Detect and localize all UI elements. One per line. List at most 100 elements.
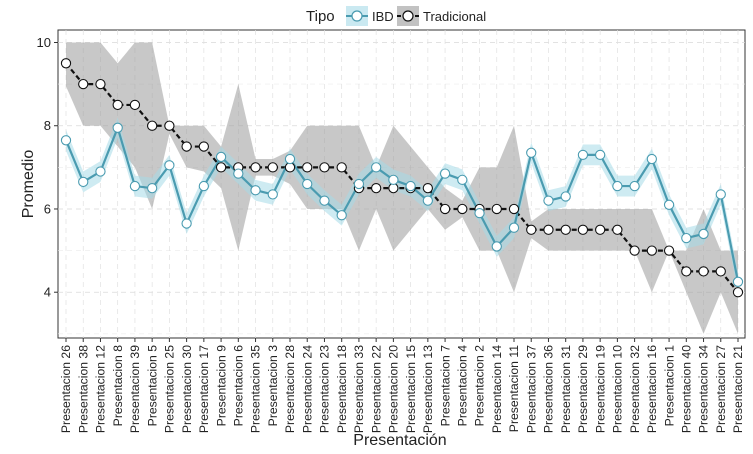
point-ibd-18 — [371, 162, 382, 173]
point-tradicional-22 — [439, 203, 451, 215]
x-tick-label-34: Presentacion 16 — [645, 345, 659, 433]
point-ibd-16 — [336, 210, 347, 221]
point-ibd-26 — [508, 222, 520, 233]
x-tick-label-33: Presentacion 32 — [628, 345, 642, 433]
band-ibd — [66, 117, 738, 293]
point-ibd-12 — [267, 189, 278, 200]
x-tick-label-22: Presentacion 7 — [438, 345, 452, 427]
x-tick-label-3: Presentacion 8 — [111, 345, 125, 427]
point-tradicional-18 — [371, 183, 382, 194]
x-tick-label-14: Presentacion 24 — [300, 345, 314, 433]
point-tradicional-21 — [422, 183, 433, 194]
x-tick-label-17: Presentacion 33 — [352, 345, 366, 433]
x-tick-label-38: Presentacion 27 — [714, 345, 728, 433]
x-tick-label-2: Presentacion 12 — [94, 345, 108, 433]
x-tick-label-16: Presentacion 18 — [335, 345, 349, 433]
line-tradicional — [65, 62, 739, 293]
legend-key-tradicional-marker — [402, 10, 414, 22]
x-tick-label-7: Presentacion 30 — [180, 345, 194, 433]
point-tradicional-27 — [526, 224, 537, 235]
point-ibd-7 — [181, 218, 192, 229]
x-tick-label-27: Presentacion 37 — [524, 345, 538, 433]
point-ibd-29 — [560, 191, 571, 202]
point-ibd-36 — [681, 232, 692, 244]
point-ibd-37 — [698, 228, 709, 240]
point-ibd-30 — [577, 149, 589, 161]
point-tradicional-34 — [646, 245, 657, 256]
point-tradicional-9 — [215, 162, 227, 173]
point-tradicional-1 — [78, 78, 89, 90]
x-tick-label-28: Presentacion 36 — [542, 345, 556, 433]
point-ibd-6 — [164, 160, 175, 171]
legend-title: Tipo — [306, 8, 335, 25]
y-tick-label-1: 6 — [44, 201, 51, 216]
point-ibd-2 — [95, 166, 106, 177]
point-tradicional-7 — [181, 141, 192, 152]
point-tradicional-37 — [698, 266, 709, 277]
point-ibd-24 — [474, 207, 485, 219]
point-tradicional-32 — [612, 224, 623, 235]
point-ibd-20 — [405, 180, 416, 192]
y-tick-label-2: 8 — [44, 118, 51, 133]
legend-key-tradicional — [397, 6, 419, 26]
point-tradicional-4 — [129, 99, 141, 111]
x-tick-label-5: Presentacion 5 — [145, 345, 159, 427]
line-ibd — [64, 126, 740, 283]
point-tradicional-30 — [577, 224, 589, 235]
x-tick-label-0: Presentacion 26 — [59, 345, 73, 433]
point-tradicional-6 — [164, 120, 175, 131]
point-ibd-11 — [250, 185, 261, 196]
point-ibd-17 — [353, 178, 365, 190]
point-ibd-3 — [112, 122, 123, 133]
point-tradicional-28 — [543, 224, 554, 235]
point-tradicional-36 — [681, 266, 692, 277]
point-tradicional-8 — [198, 141, 209, 152]
point-tradicional-0 — [60, 58, 72, 69]
point-ibd-27 — [526, 147, 537, 158]
point-tradicional-26 — [508, 203, 520, 215]
point-ibd-38 — [715, 189, 726, 200]
point-ibd-9 — [215, 151, 227, 163]
point-tradicional-29 — [560, 224, 571, 235]
point-tradicional-15 — [319, 162, 330, 173]
x-tick-label-8: Presentacion 17 — [197, 345, 211, 433]
x-tick-label-31: Presentacion 19 — [593, 345, 607, 433]
point-ibd-35 — [663, 199, 675, 210]
point-tradicional-25 — [491, 203, 502, 215]
point-ibd-14 — [302, 178, 313, 190]
x-tick-label-15: Presentacion 23 — [318, 345, 332, 433]
x-tick-label-11: Presentacion 35 — [249, 345, 263, 433]
x-tick-label-35: Presentacion 1 — [662, 345, 676, 427]
point-tradicional-39 — [732, 287, 744, 298]
point-ibd-4 — [129, 180, 141, 192]
x-tick-label-37: Presentacion 34 — [697, 345, 711, 433]
point-ibd-34 — [646, 153, 657, 165]
point-ibd-10 — [233, 168, 244, 179]
point-tradicional-38 — [715, 266, 726, 277]
point-tradicional-16 — [336, 162, 347, 173]
x-tick-label-4: Presentacion 39 — [128, 345, 142, 433]
point-tradicional-35 — [663, 245, 675, 256]
point-ibd-25 — [491, 241, 502, 252]
legend: Tipo IBD Tradicional — [306, 6, 486, 26]
point-tradicional-3 — [112, 99, 123, 111]
series-lines — [64, 62, 740, 293]
point-ibd-19 — [388, 174, 399, 185]
x-tick-label-6: Presentacion 25 — [163, 345, 177, 433]
y-tick-label-0: 4 — [44, 285, 51, 300]
x-tick-label-39: Presentacion 21 — [731, 345, 745, 433]
x-tick-label-9: Presentacion 9 — [214, 345, 228, 427]
point-ibd-13 — [284, 153, 296, 165]
point-tradicional-11 — [250, 162, 261, 173]
point-ibd-39 — [732, 276, 744, 287]
x-tick-label-25: Presentacion 14 — [490, 345, 504, 433]
x-tick-label-32: Presentacion 10 — [611, 345, 625, 433]
x-tick-label-23: Presentacion 4 — [456, 345, 470, 427]
x-tick-label-21: Presentacion 13 — [421, 345, 435, 433]
point-tradicional-31 — [595, 224, 606, 235]
legend-key-ibd — [346, 6, 368, 26]
x-tick-label-30: Presentacion 29 — [576, 345, 590, 433]
point-tradicional-2 — [95, 78, 106, 90]
y-axis: 4 6 8 10 — [37, 35, 58, 300]
